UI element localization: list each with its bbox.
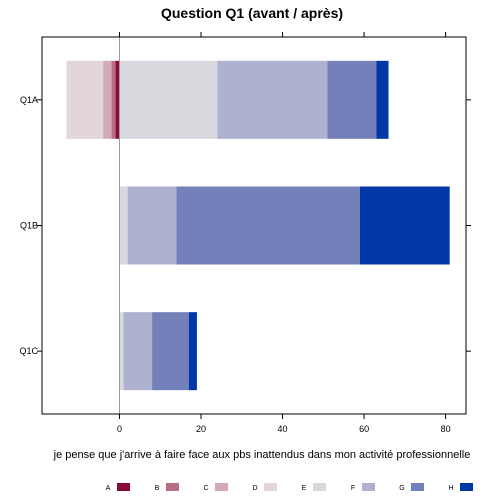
bar-q1b-f	[127, 186, 177, 265]
bars-group	[66, 60, 450, 391]
bar-q1c-e	[119, 312, 124, 391]
legend-label-c: C	[203, 485, 208, 492]
bar-q1a-g	[327, 60, 377, 139]
legend-label-g: G	[399, 485, 404, 492]
x-tick-label: 40	[278, 424, 288, 434]
legend-swatch-g	[411, 483, 424, 491]
x-tick-label: 20	[196, 424, 206, 434]
legend-swatch-c	[215, 483, 228, 491]
y-tick-label: Q1A	[20, 95, 38, 105]
legend-label-a: A	[106, 485, 111, 492]
bar-q1b-g	[176, 186, 360, 265]
legend-label-h: H	[448, 485, 453, 492]
bar-q1a-e	[119, 60, 218, 139]
legend-swatch-f	[362, 483, 375, 491]
x-tick-label: 60	[359, 424, 369, 434]
y-tick-label: Q1B	[20, 221, 38, 231]
legend-swatch-a	[117, 483, 130, 491]
bar-q1c-h	[188, 312, 197, 391]
axes-group: 0 20 40 60 80 Q1A Q1B Q1C	[19, 32, 471, 434]
legend-label-f: F	[351, 485, 355, 492]
bar-q1a-f	[217, 60, 328, 139]
bar-q1b-h	[360, 186, 450, 265]
bar-q1a-b	[111, 60, 116, 139]
bar-q1a-d	[66, 60, 104, 139]
bar-q1a-c	[103, 60, 112, 139]
x-axis-label: je pense que j'arrive à faire face aux p…	[53, 449, 471, 461]
x-tick-label: 0	[117, 424, 122, 434]
y-tick-label: Q1C	[19, 346, 38, 356]
legend-label-e: E	[302, 485, 307, 492]
bar-q1c-f	[123, 312, 153, 391]
legend-swatch-d	[264, 483, 277, 491]
bar-q1a-h	[376, 60, 389, 139]
legend: A B C D E F G H	[106, 483, 473, 492]
legend-label-d: D	[252, 485, 257, 492]
bar-q1a-a	[115, 60, 120, 139]
legend-swatch-e	[313, 483, 326, 491]
legend-label-b: B	[155, 485, 160, 492]
bar-q1c-g	[152, 312, 189, 391]
x-tick-label: 80	[441, 424, 451, 434]
bar-q1b-e	[119, 186, 128, 265]
legend-swatch-b	[166, 483, 179, 491]
chart-title: Question Q1 (avant / après)	[161, 5, 343, 21]
legend-swatch-h	[460, 483, 473, 491]
